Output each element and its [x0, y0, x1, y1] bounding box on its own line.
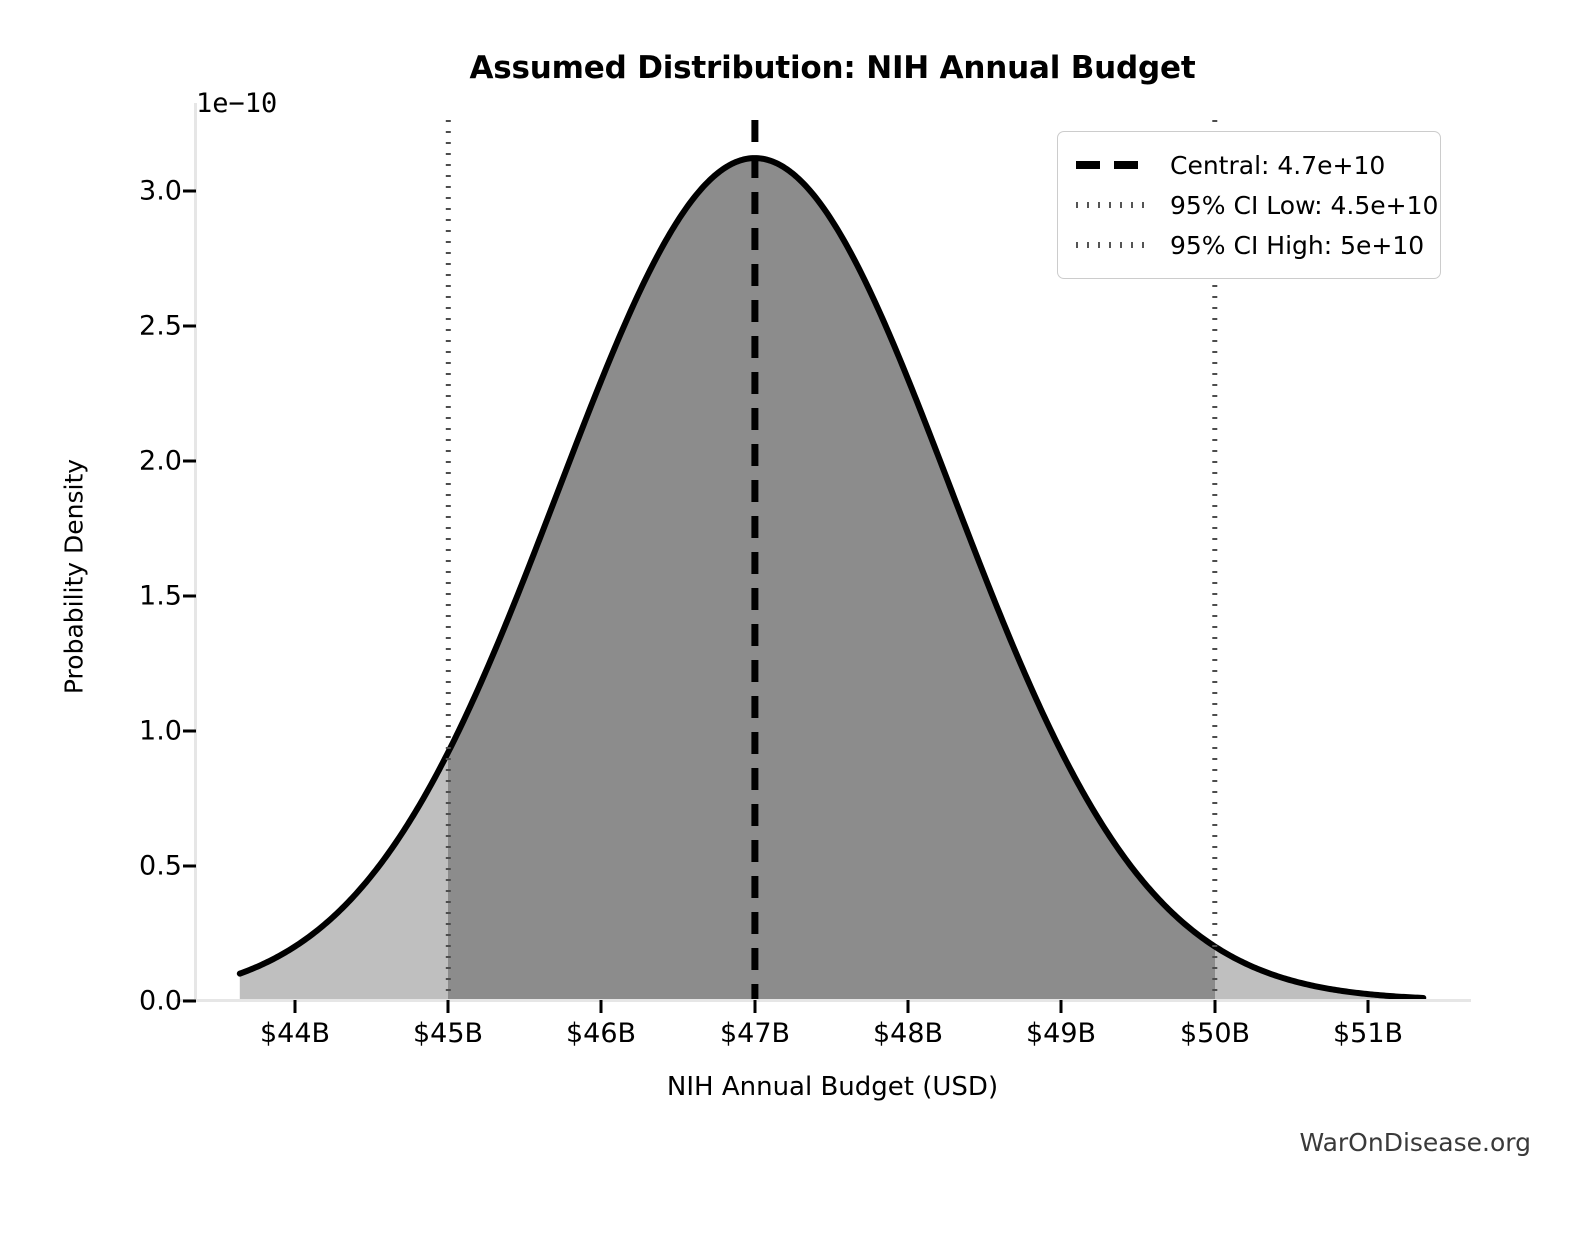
y-axis-offset-label: 1e−10 — [196, 88, 278, 119]
x-tick-label: $50B — [1179, 1018, 1251, 1049]
watermark: WarOnDisease.org — [1299, 1128, 1531, 1157]
outside-ci-fill-left — [239, 752, 448, 1001]
x-tick-label: $51B — [1332, 1018, 1404, 1049]
legend-label: Central: 4.7e+10 — [1170, 150, 1386, 180]
dotted-line-icon — [1074, 194, 1150, 216]
legend-label: 95% CI Low: 4.5e+10 — [1170, 190, 1439, 220]
legend: Central: 4.7e+10 95% CI Low: 4.5e+10 95%… — [1057, 131, 1441, 279]
x-tick-label: $44B — [259, 1018, 331, 1049]
y-tick-label: 1.5 — [139, 580, 182, 612]
dashed-line-icon — [1074, 154, 1150, 176]
legend-item-ci-low: 95% CI Low: 4.5e+10 — [1074, 185, 1438, 225]
y-axis-label: Probability Density — [59, 458, 89, 695]
x-tick-label: $45B — [412, 1018, 484, 1049]
x-tick-label: $47B — [719, 1018, 791, 1049]
x-tick-label: $49B — [1025, 1018, 1097, 1049]
y-tick-label: 1.0 — [139, 715, 182, 747]
outside-ci-fill-right — [1215, 946, 1424, 1001]
y-tick-label: 0.5 — [139, 850, 182, 882]
y-tick-marks — [183, 189, 196, 1003]
y-tick-label: 3.0 — [139, 175, 182, 207]
chart-title: Assumed Distribution: NIH Annual Budget — [469, 50, 1196, 86]
dotted-line-icon — [1074, 234, 1150, 256]
inside-ci-fill — [448, 158, 1215, 1001]
x-tick-marks — [293, 1000, 1370, 1013]
x-tick-label: $46B — [565, 1018, 637, 1049]
density-curve — [236, 155, 1427, 1001]
legend-label: 95% CI High: 5e+10 — [1170, 230, 1425, 260]
x-axis-label: NIH Annual Budget (USD) — [666, 1072, 999, 1102]
y-tick-label: 2.5 — [139, 310, 182, 342]
y-tick-label: 2.0 — [139, 445, 182, 477]
legend-item-ci-high: 95% CI High: 5e+10 — [1074, 225, 1426, 265]
y-tick-label: 0.0 — [139, 985, 182, 1017]
legend-item-central: Central: 4.7e+10 — [1074, 145, 1426, 185]
density-fill-group — [239, 158, 1424, 1001]
x-tick-label: $48B — [872, 1018, 944, 1049]
